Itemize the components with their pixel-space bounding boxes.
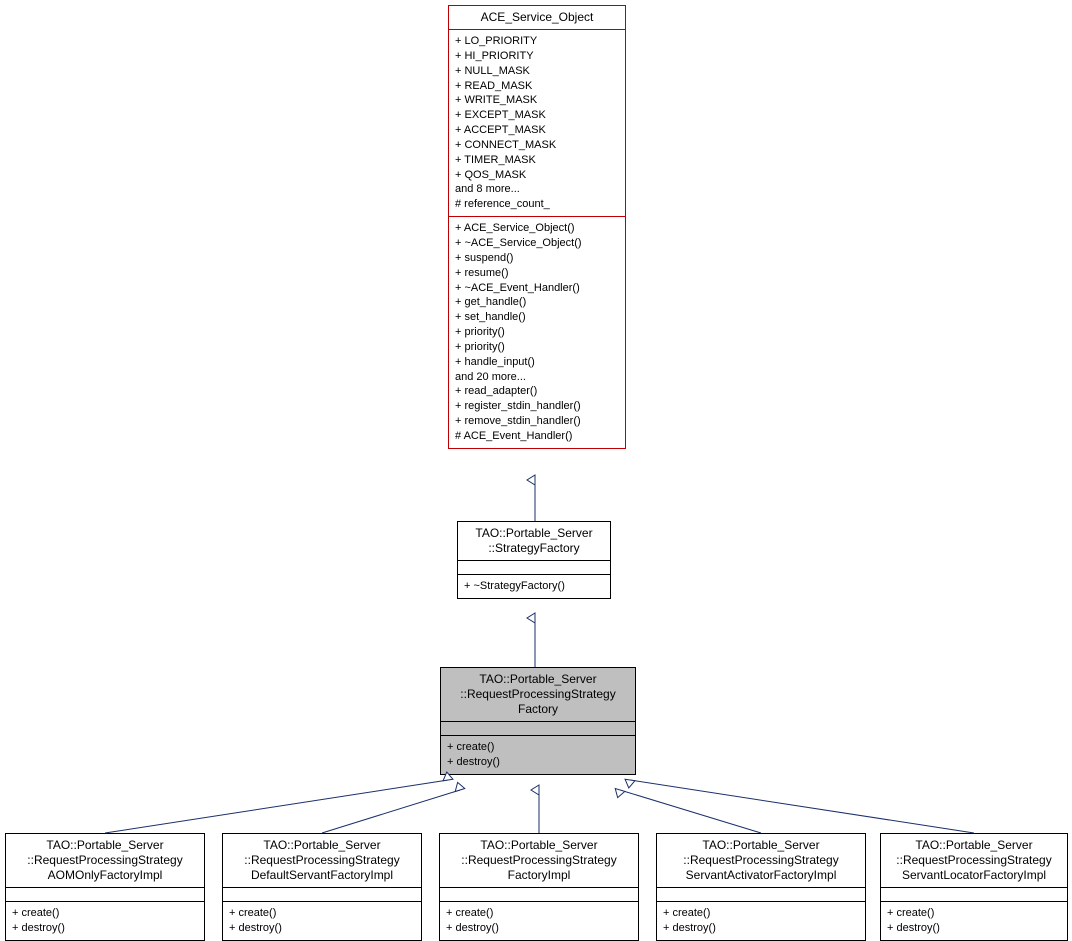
class-operations: + create() + destroy() [441, 736, 635, 774]
class-operations: + create() + destroy() [657, 902, 865, 940]
class-operations: + ACE_Service_Object() + ~ACE_Service_Ob… [449, 217, 625, 448]
class-rps-factory[interactable]: TAO::Portable_Server ::RequestProcessing… [440, 667, 636, 775]
class-ace-service-object[interactable]: ACE_Service_Object + LO_PRIORITY + HI_PR… [448, 5, 626, 449]
class-attributes [223, 888, 421, 902]
class-title: TAO::Portable_Server ::RequestProcessing… [223, 834, 421, 888]
class-title: ACE_Service_Object [449, 6, 625, 30]
class-attributes [657, 888, 865, 902]
class-servant-activator[interactable]: TAO::Portable_Server ::RequestProcessing… [656, 833, 866, 941]
class-attributes [441, 722, 635, 736]
class-title: TAO::Portable_Server ::RequestProcessing… [6, 834, 204, 888]
class-title: TAO::Portable_Server ::StrategyFactory [458, 522, 610, 561]
class-default-servant[interactable]: TAO::Portable_Server ::RequestProcessing… [222, 833, 422, 941]
class-title: TAO::Portable_Server ::RequestProcessing… [441, 668, 635, 722]
class-attributes [458, 561, 610, 575]
class-attributes [6, 888, 204, 902]
class-servant-locator[interactable]: TAO::Portable_Server ::RequestProcessing… [880, 833, 1068, 941]
class-title: TAO::Portable_Server ::RequestProcessing… [881, 834, 1067, 888]
class-strategy-factory[interactable]: TAO::Portable_Server ::StrategyFactory +… [457, 521, 611, 599]
class-operations: + create() + destroy() [223, 902, 421, 940]
class-aom-only[interactable]: TAO::Portable_Server ::RequestProcessing… [5, 833, 205, 941]
class-title: TAO::Portable_Server ::RequestProcessing… [657, 834, 865, 888]
class-operations: + create() + destroy() [440, 902, 638, 940]
class-attributes: + LO_PRIORITY + HI_PRIORITY + NULL_MASK … [449, 30, 625, 217]
class-operations: + create() + destroy() [881, 902, 1067, 940]
class-operations: + ~StrategyFactory() [458, 575, 610, 598]
class-attributes [440, 888, 638, 902]
class-operations: + create() + destroy() [6, 902, 204, 940]
class-title: TAO::Portable_Server ::RequestProcessing… [440, 834, 638, 888]
class-factory-impl[interactable]: TAO::Portable_Server ::RequestProcessing… [439, 833, 639, 941]
class-attributes [881, 888, 1067, 902]
